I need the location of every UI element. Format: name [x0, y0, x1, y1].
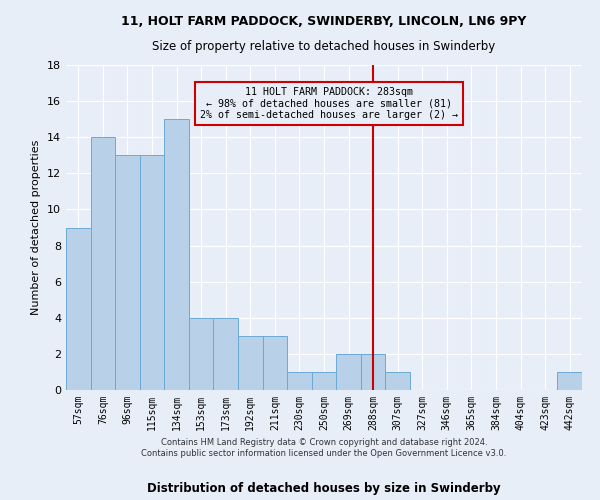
Bar: [140, 156, 164, 390]
Bar: [91, 137, 115, 390]
Bar: [115, 156, 140, 390]
Bar: [164, 119, 189, 390]
Bar: [312, 372, 336, 390]
Bar: [557, 372, 582, 390]
Text: Contains HM Land Registry data © Crown copyright and database right 2024.
Contai: Contains HM Land Registry data © Crown c…: [142, 438, 506, 458]
Bar: [287, 372, 312, 390]
Bar: [336, 354, 361, 390]
Bar: [385, 372, 410, 390]
Bar: [214, 318, 238, 390]
Bar: [361, 354, 385, 390]
Y-axis label: Number of detached properties: Number of detached properties: [31, 140, 41, 315]
Bar: [238, 336, 263, 390]
Text: Size of property relative to detached houses in Swinderby: Size of property relative to detached ho…: [152, 40, 496, 53]
Bar: [66, 228, 91, 390]
Text: Distribution of detached houses by size in Swinderby: Distribution of detached houses by size …: [147, 482, 501, 495]
Bar: [263, 336, 287, 390]
Bar: [189, 318, 214, 390]
Text: 11, HOLT FARM PADDOCK, SWINDERBY, LINCOLN, LN6 9PY: 11, HOLT FARM PADDOCK, SWINDERBY, LINCOL…: [121, 15, 527, 28]
Text: 11 HOLT FARM PADDOCK: 283sqm
← 98% of detached houses are smaller (81)
2% of sem: 11 HOLT FARM PADDOCK: 283sqm ← 98% of de…: [200, 86, 458, 120]
